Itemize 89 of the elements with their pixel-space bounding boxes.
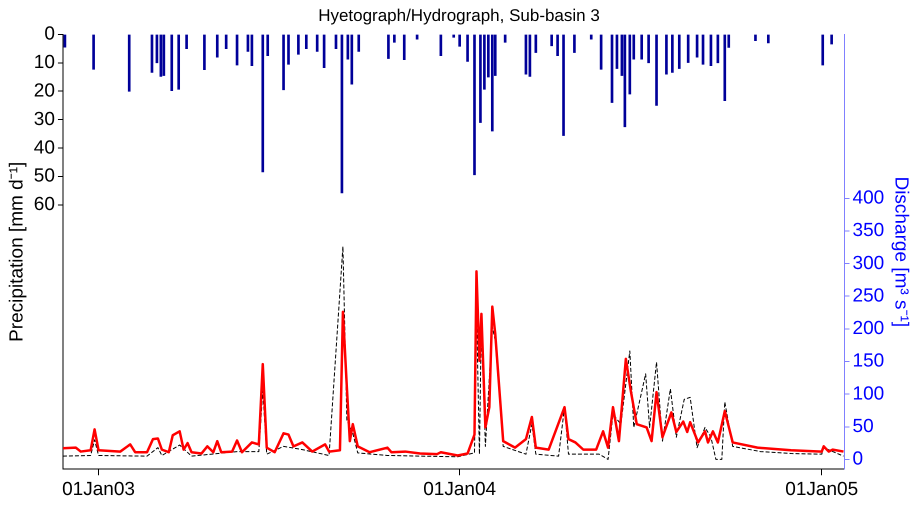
bar: [766, 34, 770, 44]
bar: [92, 34, 95, 70]
x-tick-label: 01Jan04: [423, 478, 497, 500]
bar: [821, 34, 824, 66]
bar: [416, 34, 418, 40]
bar: [452, 34, 456, 38]
y-tick-label: 60: [34, 194, 55, 216]
bar: [600, 34, 602, 70]
y2-tick-label: 100: [852, 383, 884, 404]
bar: [287, 34, 290, 65]
bar: [562, 34, 565, 136]
bar: [671, 34, 674, 73]
bar: [534, 34, 538, 53]
bar: [322, 34, 326, 68]
bar: [340, 34, 344, 194]
bar: [610, 34, 614, 103]
bar: [316, 34, 319, 52]
y-tick-label: 30: [34, 108, 55, 130]
bar: [710, 34, 712, 66]
bar: [479, 34, 482, 123]
y2-tick-label: 200: [852, 318, 884, 340]
bar: [616, 34, 618, 69]
bar: [266, 34, 270, 56]
y2-tick-label: 300: [852, 252, 884, 274]
bar: [524, 34, 528, 75]
bar: [185, 34, 188, 49]
bar: [458, 34, 461, 47]
y2-tick-label: 250: [852, 285, 884, 306]
bar: [490, 34, 494, 132]
y-tick-label: 0: [44, 24, 55, 45]
bar: [504, 34, 506, 43]
x-tick-label: 01Jan05: [785, 478, 858, 500]
bar: [64, 34, 66, 48]
bar: [550, 34, 553, 46]
bar: [640, 34, 644, 60]
bar: [162, 34, 166, 76]
y2-tick-label: 400: [852, 188, 884, 208]
bar: [624, 34, 626, 128]
bar: [236, 34, 238, 66]
bar: [402, 34, 406, 60]
bar: [573, 34, 576, 53]
bar: [150, 34, 154, 73]
y2-tick-label: 50: [852, 416, 874, 437]
y2-tick-label: 0: [852, 448, 864, 470]
bar: [696, 34, 698, 58]
bar: [160, 34, 162, 77]
y2-axis-title: Discharge [m³ s⁻¹]: [890, 176, 912, 328]
y-tick-label: 50: [34, 166, 55, 187]
bar: [250, 34, 254, 66]
y-tick-label: 20: [34, 80, 55, 102]
bar: [261, 34, 264, 172]
bar: [466, 34, 469, 62]
bar: [556, 34, 559, 56]
bar: [334, 34, 338, 49]
bar: [170, 34, 174, 91]
y2-tick-label: 150: [852, 350, 884, 372]
bar: [297, 34, 300, 55]
bar: [686, 34, 690, 63]
bar: [177, 34, 180, 90]
y2-tick-label: 350: [852, 220, 884, 242]
bar: [473, 34, 476, 176]
bar: [702, 34, 704, 65]
x-tick-label: 01Jan03: [62, 478, 136, 500]
y-tick-label: 40: [34, 137, 55, 158]
bar: [665, 34, 668, 75]
bar: [716, 34, 720, 64]
bar: [655, 34, 658, 106]
bar: [830, 34, 833, 44]
bar: [590, 34, 593, 40]
bar: [304, 34, 308, 49]
bar: [647, 34, 650, 64]
bar: [216, 34, 219, 58]
y-axis-title: Precipitation [mm d⁻¹]: [6, 162, 28, 342]
bar: [357, 34, 360, 52]
bar: [628, 34, 632, 94]
bar: [440, 34, 442, 56]
bar: [393, 34, 396, 43]
bar: [723, 34, 726, 101]
bar: [678, 34, 681, 69]
bar: [754, 34, 757, 41]
bar: [224, 34, 228, 49]
bar: [387, 34, 390, 59]
y-tick-label: 10: [34, 52, 55, 74]
bar: [528, 34, 532, 77]
bar: [282, 34, 285, 90]
bar: [203, 34, 206, 70]
chart-title: Hyetograph/Hydrograph, Sub-basin 3: [318, 6, 600, 25]
bar: [128, 34, 131, 92]
bar: [350, 34, 354, 84]
